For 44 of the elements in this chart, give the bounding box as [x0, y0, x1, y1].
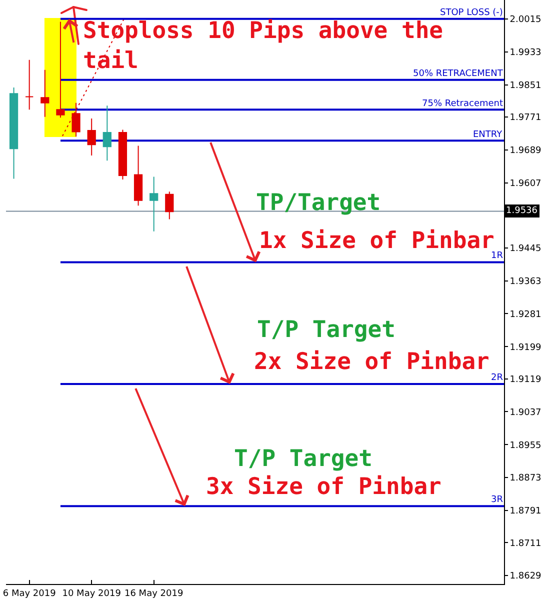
- ref-line-label: 50% RETRACEMENT: [413, 69, 504, 79]
- candlestick: [102, 105, 112, 162]
- candlestick: [40, 69, 50, 118]
- candlestick: [9, 87, 18, 180]
- candlestick: [87, 118, 96, 156]
- x-tick-label: 6 May 2019: [2, 588, 56, 599]
- ref-line-label: 1R: [491, 251, 503, 261]
- candlestick: [56, 21, 65, 118]
- y-tick-label: 1.9933: [510, 48, 542, 58]
- y-tick-label: 1.9851: [510, 80, 542, 91]
- ref-line-label: STOP LOSS (-): [440, 8, 503, 18]
- ref-line-label: 2R: [491, 373, 503, 383]
- y-tick-label: 1.9771: [510, 113, 542, 124]
- y-tick-label: 1.9689: [510, 146, 542, 156]
- ref-line-label: ENTRY: [473, 130, 503, 140]
- x-tick-label: 10 May 2019: [62, 588, 122, 599]
- annotation: TP/Target: [256, 190, 381, 216]
- y-tick-label: 1.9445: [510, 244, 542, 254]
- ref-line-label: 3R: [491, 495, 503, 505]
- ref-line-label: 75% Retracement: [422, 99, 504, 109]
- x-tick-label: 16 May 2019: [124, 588, 184, 599]
- candlestick: [165, 191, 174, 220]
- y-tick-label: 1.9119: [510, 374, 542, 385]
- y-tick-label: 1.8791: [510, 506, 542, 517]
- y-tick-label: 1.9281: [510, 310, 542, 320]
- y-tick-label: 1.8955: [510, 440, 542, 451]
- candlestick: [150, 176, 158, 232]
- candlestick: [134, 145, 143, 206]
- y-tick-label: 1.9199: [510, 342, 542, 353]
- y-tick-label: 1.8873: [510, 474, 542, 484]
- annotation: T/P Target: [257, 317, 396, 343]
- candlestick: [25, 59, 34, 110]
- y-tick-label: 1.9607: [510, 178, 542, 189]
- annotation: 2x Size of Pinbar: [254, 349, 490, 375]
- annotation: 3x Size of Pinbar: [206, 474, 442, 500]
- y-tick-label: 1.9037: [510, 408, 542, 418]
- y-tick-label: 1.8711: [510, 538, 542, 549]
- y-tick-label: 1.9363: [510, 276, 542, 287]
- annotation: T/P Target: [234, 446, 372, 472]
- y-tick-label: 1.8629: [510, 572, 542, 582]
- candlestick: [118, 129, 128, 180]
- candlestick: [72, 102, 80, 138]
- ref-line-label: 1.9536: [506, 206, 538, 216]
- y-tick-label: 2.0015: [510, 15, 542, 26]
